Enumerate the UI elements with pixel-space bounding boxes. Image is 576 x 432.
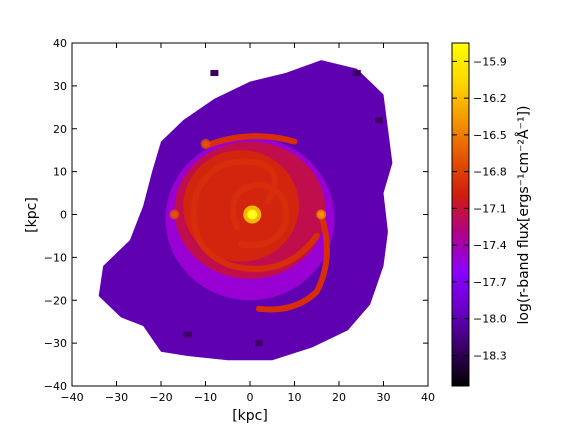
y-axis-label: [kpc] — [24, 197, 40, 233]
galaxy-image — [98, 60, 393, 361]
edge-speck — [254, 340, 263, 347]
colorbar-tick-label: −16.5 — [473, 129, 507, 142]
colorbar-tick-label: −18.0 — [473, 313, 507, 326]
y-tick-label: 30 — [53, 80, 67, 93]
y-tick-label: −10 — [44, 251, 67, 264]
y-tick-label: 10 — [53, 166, 67, 179]
x-tick-label: 10 — [288, 391, 302, 404]
spiral-arm — [190, 158, 320, 272]
x-tick-label: −20 — [149, 391, 172, 404]
central-region — [183, 150, 299, 262]
spiral-arm — [255, 211, 330, 313]
y-tick-label: −30 — [44, 337, 67, 350]
bright-knot — [318, 211, 325, 218]
colorbar-tick-label: −17.1 — [473, 202, 507, 215]
bright-knot — [202, 140, 209, 147]
edge-speck — [183, 331, 192, 338]
x-tick-label: −30 — [105, 391, 128, 404]
x-tick-label: 40 — [421, 391, 435, 404]
y-tick-label: −40 — [44, 380, 67, 393]
colorbar-tick-label: −15.9 — [473, 55, 507, 68]
colorbar-tick-label: −16.8 — [473, 166, 507, 179]
x-axis-label: [kpc] — [232, 408, 268, 424]
spiral-arm — [230, 181, 290, 249]
colorbar-tick-label: −17.4 — [473, 239, 507, 252]
x-tick-label: −40 — [60, 391, 83, 404]
colorbar-tick-label: −17.7 — [473, 276, 507, 289]
x-tick-label: −10 — [194, 391, 217, 404]
colorbar-ticks: −15.9 −16.2 −16.5 −16.8 −17.1 −17.4 −17.7 −18.0… — [452, 55, 507, 362]
x-axis-ticks: −40 −30 −20 −10 0 10 20 30 40 — [60, 43, 435, 404]
edge-speck — [352, 70, 361, 77]
y-axis-ticks: −40 −30 −20 −10 0 10 20 30 40 — [44, 37, 428, 393]
colorbar-tick-label: −16.2 — [473, 92, 507, 105]
colorbar — [451, 42, 470, 387]
y-tick-label: −20 — [44, 294, 67, 307]
x-tick-label: 20 — [332, 391, 346, 404]
bright-knot — [171, 211, 178, 218]
y-tick-label: 20 — [53, 123, 67, 136]
edge-speck — [375, 117, 384, 124]
x-tick-label: 0 — [247, 391, 254, 404]
edge-speck — [210, 70, 219, 77]
galaxy-core — [249, 212, 255, 217]
spiral-arm — [202, 133, 298, 149]
y-tick-label: 0 — [60, 209, 67, 222]
colorbar-tick-label: −18.3 — [473, 349, 507, 362]
y-tick-label: 40 — [53, 37, 67, 50]
x-tick-label: 30 — [377, 391, 391, 404]
colorbar-label: log(r-band flux[ergs⁻¹cm⁻²Å⁻¹]) — [515, 106, 532, 325]
